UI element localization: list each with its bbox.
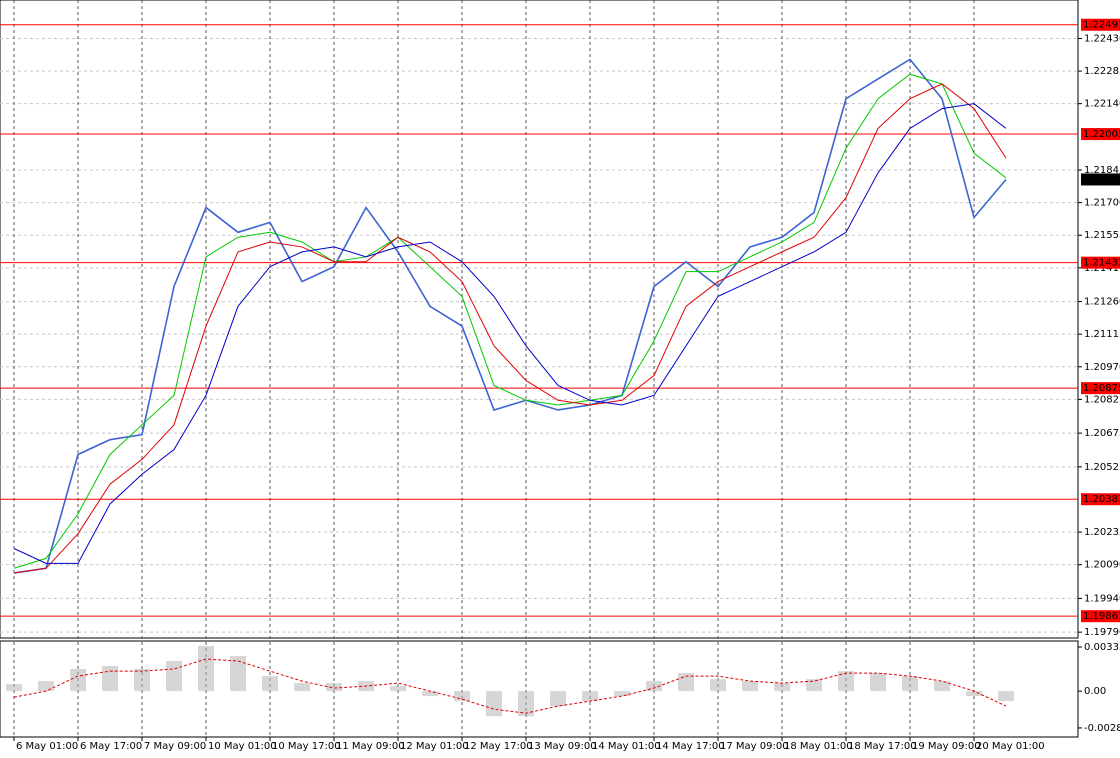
- histogram-bar: [774, 683, 790, 692]
- histogram-bar: [262, 676, 278, 692]
- x-tick-label: 14 May 17:00: [656, 741, 725, 752]
- histogram-bar: [646, 681, 662, 692]
- histogram-bar: [166, 660, 182, 692]
- x-tick-label: 20 May 01:00: [976, 741, 1045, 752]
- level-label-box: [1081, 493, 1120, 506]
- histogram-bar: [230, 655, 246, 692]
- current-price-label: 1.21803: [1083, 174, 1120, 185]
- y-tick-label: 0.003354: [1084, 642, 1120, 653]
- histogram-bar: [486, 691, 502, 717]
- histogram-bar: [38, 681, 54, 692]
- histogram-bar: [326, 683, 342, 692]
- x-tick-label: 17 May 09:00: [720, 741, 789, 752]
- y-tick-label: 1.20090: [1084, 560, 1120, 571]
- x-tick-label: 10 May 17:00: [272, 741, 341, 752]
- histogram-bar: [582, 691, 598, 702]
- main-pane: [0, 0, 1079, 639]
- level-label-box: [1081, 256, 1120, 269]
- x-tick-label: 11 May 09:00: [336, 741, 405, 752]
- histogram-bar: [966, 691, 982, 697]
- x-tick-label: 12 May 17:00: [464, 741, 533, 752]
- y-tick-label: -0.00280: [1084, 723, 1120, 734]
- level-label-box: [1081, 128, 1120, 141]
- y-tick-label: 1.21115: [1084, 329, 1120, 340]
- histogram-bar: [518, 691, 534, 717]
- histogram-bar: [134, 669, 150, 692]
- x-tick-label: 18 May 01:00: [784, 741, 853, 752]
- x-tick-label: 10 May 01:00: [208, 741, 277, 752]
- histogram-bar: [710, 679, 726, 692]
- histogram-bar: [742, 681, 758, 692]
- histogram-bar: [806, 679, 822, 692]
- y-tick-label: 1.19940: [1084, 593, 1120, 604]
- histogram-bar: [934, 681, 950, 692]
- level-label: 1.21433: [1083, 258, 1120, 269]
- histogram-bar: [70, 669, 86, 692]
- histogram-bar: [422, 691, 438, 697]
- series-line: [13, 58, 1007, 574]
- x-tick-label: 19 May 09:00: [912, 741, 981, 752]
- series-line: [13, 103, 1007, 564]
- histogram-bar: [6, 684, 22, 692]
- x-tick-label: 14 May 01:00: [592, 741, 661, 752]
- level-label: 1.20875: [1083, 383, 1120, 394]
- histogram-bar: [198, 645, 214, 692]
- histogram-bar: [902, 676, 918, 692]
- histogram-bar: [838, 671, 854, 692]
- level-label-box: [1081, 18, 1120, 31]
- histogram-bar: [998, 691, 1014, 702]
- y-tick-label: 0.00: [1084, 686, 1106, 697]
- x-tick-label: 13 May 09:00: [528, 741, 597, 752]
- signal-line: [13, 658, 1007, 714]
- histogram-bar: [614, 691, 630, 697]
- histogram-bar: [550, 691, 566, 707]
- y-tick-label: 1.19790: [1084, 627, 1120, 638]
- histogram-bar: [870, 673, 886, 692]
- y-tick-label: 1.22140: [1084, 99, 1120, 110]
- histogram-bar: [390, 686, 406, 692]
- histogram-bar: [102, 665, 118, 692]
- y-tick-label: 1.20235: [1084, 527, 1120, 538]
- x-tick-label: 12 May 01:00: [400, 741, 469, 752]
- series-line: [13, 73, 1007, 569]
- y-tick-label: 1.20675: [1084, 428, 1120, 439]
- x-tick-label: 18 May 17:00: [848, 741, 917, 752]
- x-tick-label: 6 May 01:00: [16, 741, 78, 752]
- y-tick-label: 1.20825: [1084, 394, 1120, 405]
- y-tick-label: 1.22430: [1084, 33, 1120, 44]
- current-price-box: [1081, 173, 1120, 186]
- x-tick-label: 6 May 17:00: [80, 741, 142, 752]
- level-label-box: [1081, 382, 1120, 395]
- y-tick-label: 1.21700: [1084, 198, 1120, 209]
- y-tick-label: 1.21555: [1084, 230, 1120, 241]
- level-label-box: [1081, 610, 1120, 623]
- y-tick-label: 1.21260: [1084, 297, 1120, 308]
- level-label: 1.22005: [1083, 129, 1120, 140]
- y-tick-label: 1.20525: [1084, 462, 1120, 473]
- series-line: [13, 83, 1007, 574]
- histogram-bar: [454, 691, 470, 702]
- x-tick-label: 7 May 09:00: [144, 741, 206, 752]
- y-tick-label: 1.21845: [1084, 165, 1120, 176]
- y-tick-label: 1.20970: [1084, 362, 1120, 373]
- histogram-bar: [294, 683, 310, 692]
- y-tick-label: 1.22285: [1084, 66, 1120, 77]
